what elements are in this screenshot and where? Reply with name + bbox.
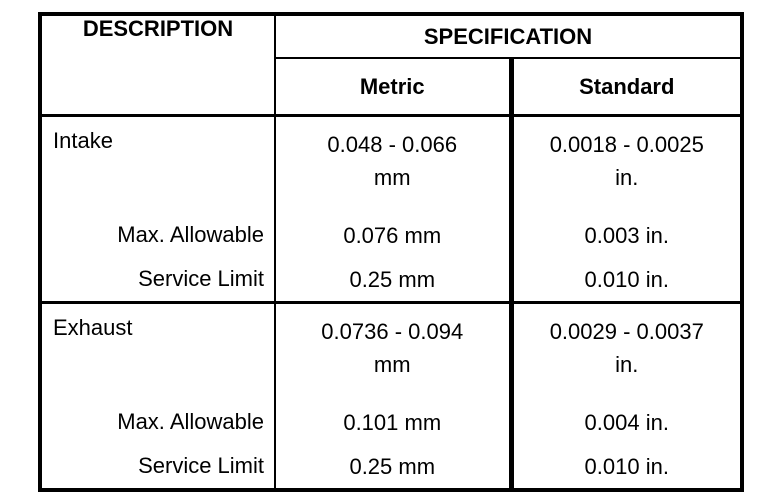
- specification-table: DESCRIPTION SPECIFICATION Metric Standar…: [38, 12, 745, 492]
- row-label: Max. Allowable: [40, 400, 276, 444]
- row-label: Max. Allowable: [40, 213, 276, 257]
- row-label: Exhaust: [40, 302, 276, 400]
- row-label: Service Limit: [40, 257, 276, 304]
- column-header-specification: SPECIFICATION: [275, 14, 743, 59]
- header-row-top: DESCRIPTION SPECIFICATION: [40, 14, 743, 117]
- metric-value: 0.048 - 0.066 mm: [275, 115, 514, 213]
- table-row-exhaust-max-allowable: Max. Allowable 0.101 mm 0.004 in.: [40, 400, 742, 444]
- standard-value: 0.004 in.: [584, 409, 669, 435]
- table-row-exhaust-service-limit: Service Limit 0.25 mm 0.010 in.: [40, 444, 742, 490]
- table-row-intake: Intake 0.048 - 0.066 mm 0.0018 - 0.0025 …: [40, 115, 742, 213]
- table-row-intake-service-limit: Service Limit 0.25 mm 0.010 in.: [40, 257, 743, 304]
- metric-value: 0.25 mm: [275, 444, 514, 490]
- standard-value: 0.003 in.: [584, 222, 669, 248]
- metric-value: 0.0736 - 0.094 mm: [275, 302, 514, 400]
- column-header-metric: Metric: [275, 58, 514, 117]
- metric-value: 0.25 mm: [275, 257, 514, 304]
- standard-value: 0.0018 - 0.0025 in.: [549, 132, 704, 190]
- metric-value: 0.076 mm: [275, 213, 514, 257]
- column-header-standard: Standard: [511, 58, 743, 117]
- standard-value: 0.010 in.: [511, 257, 743, 304]
- standard-value: 0.010 in.: [584, 453, 669, 479]
- column-header-description: DESCRIPTION: [40, 14, 276, 117]
- standard-value: 0.0029 - 0.0037 in.: [549, 319, 704, 377]
- header-row-units: Metric Standard: [40, 58, 743, 117]
- row-label: Service Limit: [40, 444, 276, 490]
- table-row-intake-max-allowable: Max. Allowable 0.076 mm 0.003 in.: [40, 213, 742, 257]
- row-label: Intake: [40, 115, 276, 213]
- metric-value: 0.101 mm: [275, 400, 514, 444]
- table-row-exhaust: Exhaust 0.0736 - 0.094 mm 0.0029 - 0.003…: [40, 302, 742, 400]
